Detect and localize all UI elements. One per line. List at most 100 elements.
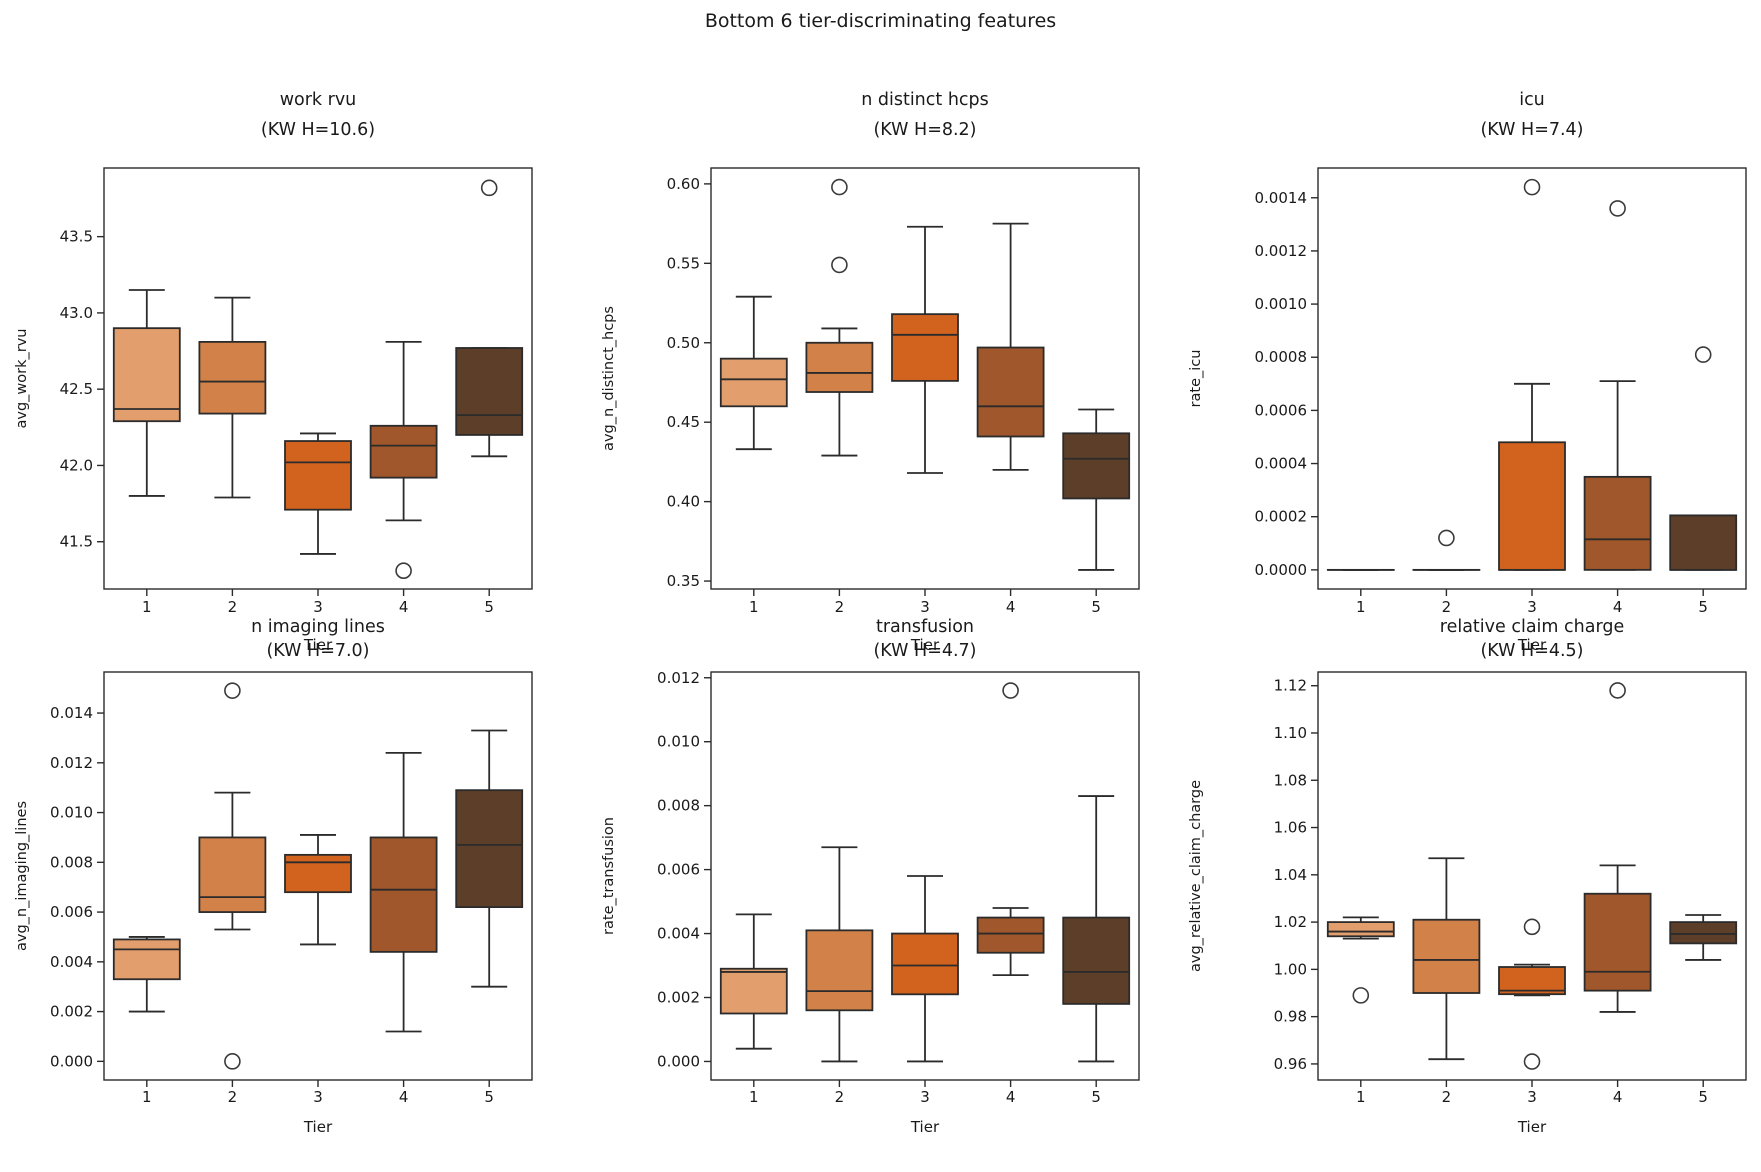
y-tick-label: 0.35 [667, 572, 700, 590]
y-tick-label: 0.0008 [1255, 348, 1308, 366]
outlier-point [1694, 346, 1712, 363]
figure-title: Bottom 6 tier-discriminating features [704, 10, 1057, 32]
boxplot-tier-4 [1583, 200, 1652, 571]
y-tick-label: 0.014 [50, 704, 93, 722]
x-axis-label: Tier [303, 636, 333, 654]
x-tick-label: 4 [1006, 1088, 1016, 1106]
y-tick-label: 0.0000 [1255, 561, 1308, 579]
y-tick-label: 42.5 [60, 380, 93, 398]
boxplot-tier-3 [1498, 918, 1566, 1070]
subplot-transfusion: transfusion (KW H=4.7) 0.000 0.002 0.004 0.00… [601, 617, 1140, 1136]
box [369, 424, 438, 479]
x-tick-label: 4 [399, 1088, 409, 1106]
boxplot-tier-4 [1583, 682, 1652, 1013]
box [1326, 921, 1395, 938]
box [1412, 918, 1481, 994]
y-tick-label: 0.006 [50, 903, 93, 921]
y-tick-label: 0.008 [657, 797, 700, 815]
box [1062, 432, 1131, 500]
outlier-point [1002, 682, 1019, 699]
box [719, 357, 788, 408]
box [1498, 441, 1566, 571]
box [284, 440, 352, 511]
x-tick-label: 3 [313, 1088, 323, 1106]
y-tick-label: 0.004 [50, 953, 93, 971]
boxplot-tier-2 [198, 296, 267, 499]
x-tick-label: 5 [1698, 598, 1708, 616]
y-tick-label: 43.5 [60, 228, 93, 246]
x-axis-label: Tier [303, 1118, 333, 1136]
box [1583, 892, 1652, 992]
subplot-subtitle: (KW H=4.7) [873, 641, 976, 661]
x-tick-label: 5 [1091, 598, 1101, 616]
x-tick-label: 2 [835, 1088, 845, 1106]
subplot-title: transfusion [876, 617, 974, 637]
y-axis-label: avg_n_imaging_lines [14, 801, 30, 951]
box [805, 929, 874, 1012]
subplot-n-distinct-hcps: n distinct hcps (KW H=8.2) 0.35 0.40 0.45 0.5… [601, 90, 1140, 654]
y-tick-label: 0.012 [50, 754, 93, 772]
y-tick-label: 0.004 [657, 925, 700, 943]
y-tick-label: 1.10 [1274, 724, 1307, 742]
boxplot-tier-4 [976, 682, 1045, 977]
x-tick-label: 2 [228, 598, 238, 616]
boxplot-tier-5 [455, 729, 524, 988]
y-tick-label: 0.0002 [1255, 508, 1308, 526]
y-tick-label: 0.45 [667, 413, 700, 431]
x-tick-label: 3 [1527, 1088, 1537, 1106]
y-tick-label: 0.96 [1274, 1055, 1307, 1073]
boxplot-tier-5 [1669, 346, 1738, 571]
subplot-title: icu [1519, 90, 1545, 110]
y-tick-label: 0.006 [657, 861, 700, 879]
x-tick-label: 1 [142, 598, 152, 616]
y-tick-label: 42.0 [60, 456, 93, 474]
x-tick-label: 5 [1091, 1088, 1101, 1106]
subplot-subtitle: (KW H=10.6) [261, 120, 375, 140]
y-tick-label: 0.50 [667, 334, 700, 352]
x-tick-label: 5 [484, 1088, 494, 1106]
y-tick-label: 43.0 [60, 304, 93, 322]
y-axis-label: avg_n_distinct_hcps [601, 306, 617, 451]
boxplot-tier-1 [719, 913, 788, 1050]
boxplot-tier-3 [1498, 178, 1566, 571]
box [719, 967, 788, 1015]
box [976, 346, 1045, 438]
subplot-title: n distinct hcps [861, 90, 989, 110]
outlier-point [1609, 682, 1626, 699]
subplot-subtitle: (KW H=7.0) [266, 641, 369, 661]
y-tick-label: 0.0006 [1255, 401, 1308, 419]
x-tick-label: 5 [1698, 1088, 1708, 1106]
x-axis-label: Tier [910, 1118, 940, 1136]
box [1669, 921, 1738, 945]
axes-frame [1317, 671, 1747, 1081]
boxplot-tier-1 [112, 289, 181, 497]
outlier-point [1523, 1053, 1541, 1070]
boxplot-tier-2 [1412, 857, 1481, 1061]
boxplot-tier-1 [112, 936, 181, 1013]
boxplot-tier-4 [369, 751, 438, 1033]
outlier-point [395, 562, 412, 579]
boxplot-tier-3 [284, 834, 352, 946]
box [976, 916, 1045, 954]
box [198, 836, 267, 913]
box [284, 853, 352, 894]
subplot-work-rvu: work rvu (KW H=10.6) 41.5 42.0 42.5 43.0 43.5 1… [14, 90, 533, 654]
x-tick-label: 1 [1356, 598, 1366, 616]
y-tick-label: 1.04 [1274, 866, 1307, 884]
x-tick-label: 3 [313, 598, 323, 616]
x-tick-label: 1 [749, 598, 759, 616]
box [891, 313, 959, 382]
outlier-point [1609, 200, 1626, 217]
boxplot-tier-2 [198, 682, 267, 1070]
subplot-subtitle: (KW H=8.2) [873, 120, 976, 140]
y-tick-label: 0.002 [50, 1003, 93, 1021]
boxplot-tier-2 [805, 846, 874, 1063]
y-axis-label: rate_transfusion [601, 817, 617, 935]
y-tick-label: 1.00 [1274, 960, 1307, 978]
x-axis-label: Tier [1517, 1118, 1547, 1136]
subplot-title: n imaging lines [251, 617, 385, 637]
subplot-subtitle: (KW H=7.4) [1480, 120, 1583, 140]
box [112, 938, 181, 981]
outlier-point [1438, 529, 1455, 547]
